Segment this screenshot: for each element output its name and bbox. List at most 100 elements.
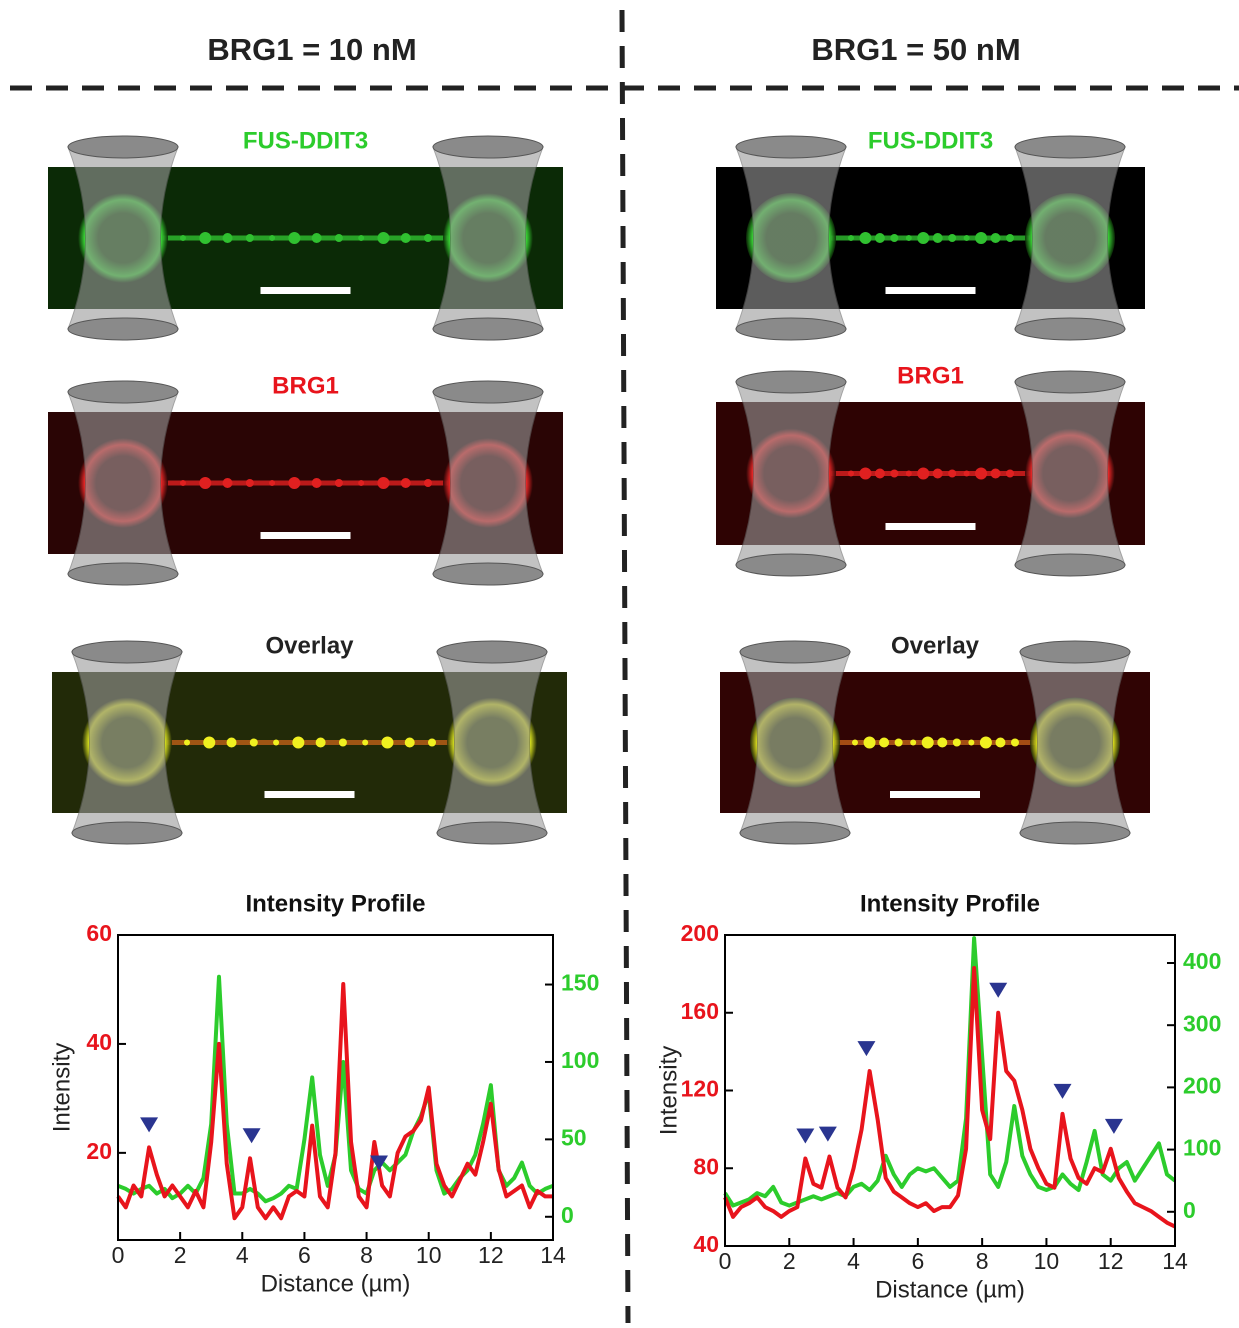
spot	[874, 468, 885, 479]
x-tick-label: 14	[1162, 1248, 1188, 1274]
y2-tick-label: 100	[1183, 1135, 1221, 1161]
spot	[180, 480, 186, 486]
spot	[311, 478, 322, 488]
x-tick-label: 4	[236, 1242, 249, 1268]
peak-marker	[1104, 1118, 1123, 1134]
chart-title: Intensity Profile	[245, 890, 425, 917]
spot	[905, 235, 912, 241]
spot	[890, 469, 899, 478]
spot	[952, 738, 961, 747]
y-tick-label: 120	[681, 1076, 719, 1102]
spot	[890, 234, 899, 242]
spot	[292, 736, 305, 749]
spot	[222, 478, 233, 488]
trap-cap	[432, 317, 544, 341]
spot	[199, 232, 212, 244]
panel-label: FUS-DDIT3	[868, 127, 993, 154]
trap-cap	[735, 553, 847, 577]
series-line	[117, 974, 554, 1204]
x-tick-label: 8	[360, 1242, 373, 1268]
trap-cap	[1014, 370, 1126, 394]
y2-tick-label: 300	[1183, 1010, 1221, 1036]
peak-marker	[1053, 1083, 1072, 1099]
trap-cap	[1014, 553, 1126, 577]
trap-cap	[739, 640, 851, 664]
x-tick-label: 6	[911, 1248, 924, 1274]
spot	[968, 739, 975, 746]
spot	[975, 467, 988, 480]
plot-frame	[117, 934, 554, 1241]
spot	[948, 469, 957, 478]
trap-cap	[436, 640, 548, 664]
spot	[848, 235, 854, 241]
y-axis-label: Intensity	[48, 1043, 75, 1132]
series-line	[723, 936, 1177, 1208]
x-tick-label: 2	[174, 1242, 187, 1268]
spot	[180, 235, 186, 241]
spot	[269, 480, 276, 486]
peak-marker	[989, 982, 1008, 998]
spot	[288, 477, 301, 489]
trap-cap	[735, 370, 847, 394]
panel-label: BRG1	[897, 362, 964, 389]
spot	[917, 232, 930, 244]
spot	[315, 737, 326, 748]
peak-marker	[857, 1041, 876, 1057]
spot	[979, 736, 992, 749]
spot	[1006, 469, 1014, 478]
trap-cap	[71, 821, 183, 845]
y-tick-label: 200	[681, 920, 719, 946]
scale-bar	[260, 287, 351, 294]
spot	[334, 479, 343, 487]
spot	[199, 477, 212, 489]
trap-cap	[432, 135, 544, 159]
spot	[917, 467, 930, 480]
scale-bar	[885, 287, 976, 294]
spot	[995, 737, 1006, 748]
images: FUS-DDIT3 BRG1 Overlay FUS-DDIT3 BRG1 Overlay	[48, 127, 1150, 845]
trap-cap	[432, 562, 544, 586]
spot	[245, 479, 254, 487]
spot	[424, 479, 432, 487]
spot	[404, 737, 415, 748]
trap-cap	[735, 135, 847, 159]
spot	[852, 739, 858, 746]
trap-cap	[1014, 135, 1126, 159]
column-title: BRG1 = 50 nM	[811, 32, 1020, 67]
spot	[932, 233, 943, 243]
y-tick-label: 20	[86, 1138, 112, 1164]
peak-marker	[796, 1128, 815, 1144]
spot	[1011, 738, 1019, 747]
scale-bar	[890, 791, 980, 798]
spot	[377, 232, 390, 244]
spot	[400, 478, 411, 488]
x-tick-label: 6	[298, 1242, 311, 1268]
x-axis-label: Distance (µm)	[261, 1270, 411, 1297]
charts: Intensity Profile Distance (µm) Intensity 0…	[48, 890, 1221, 1303]
trap-cap	[1019, 821, 1131, 845]
spot	[905, 470, 912, 477]
y-tick-label: 40	[693, 1231, 719, 1257]
spot	[910, 739, 917, 746]
spot	[990, 468, 1001, 479]
x-tick-label: 10	[416, 1242, 442, 1268]
spot	[1006, 234, 1014, 242]
spot	[975, 232, 988, 244]
column-title: BRG1 = 10 nM	[207, 32, 416, 67]
trap-cap	[432, 380, 544, 404]
spot	[249, 738, 258, 747]
series-line	[116, 982, 553, 1221]
scale-bar	[264, 791, 355, 798]
spot	[203, 736, 216, 749]
chart-title: Intensity Profile	[860, 890, 1040, 917]
trap-cap	[739, 821, 851, 845]
spot	[358, 480, 365, 486]
y-tick-label: 60	[86, 920, 112, 946]
spot	[937, 737, 948, 748]
spot	[381, 736, 394, 749]
spot	[932, 468, 943, 479]
y-tick-label: 40	[86, 1029, 112, 1055]
spot	[288, 232, 301, 244]
spot	[358, 235, 365, 241]
